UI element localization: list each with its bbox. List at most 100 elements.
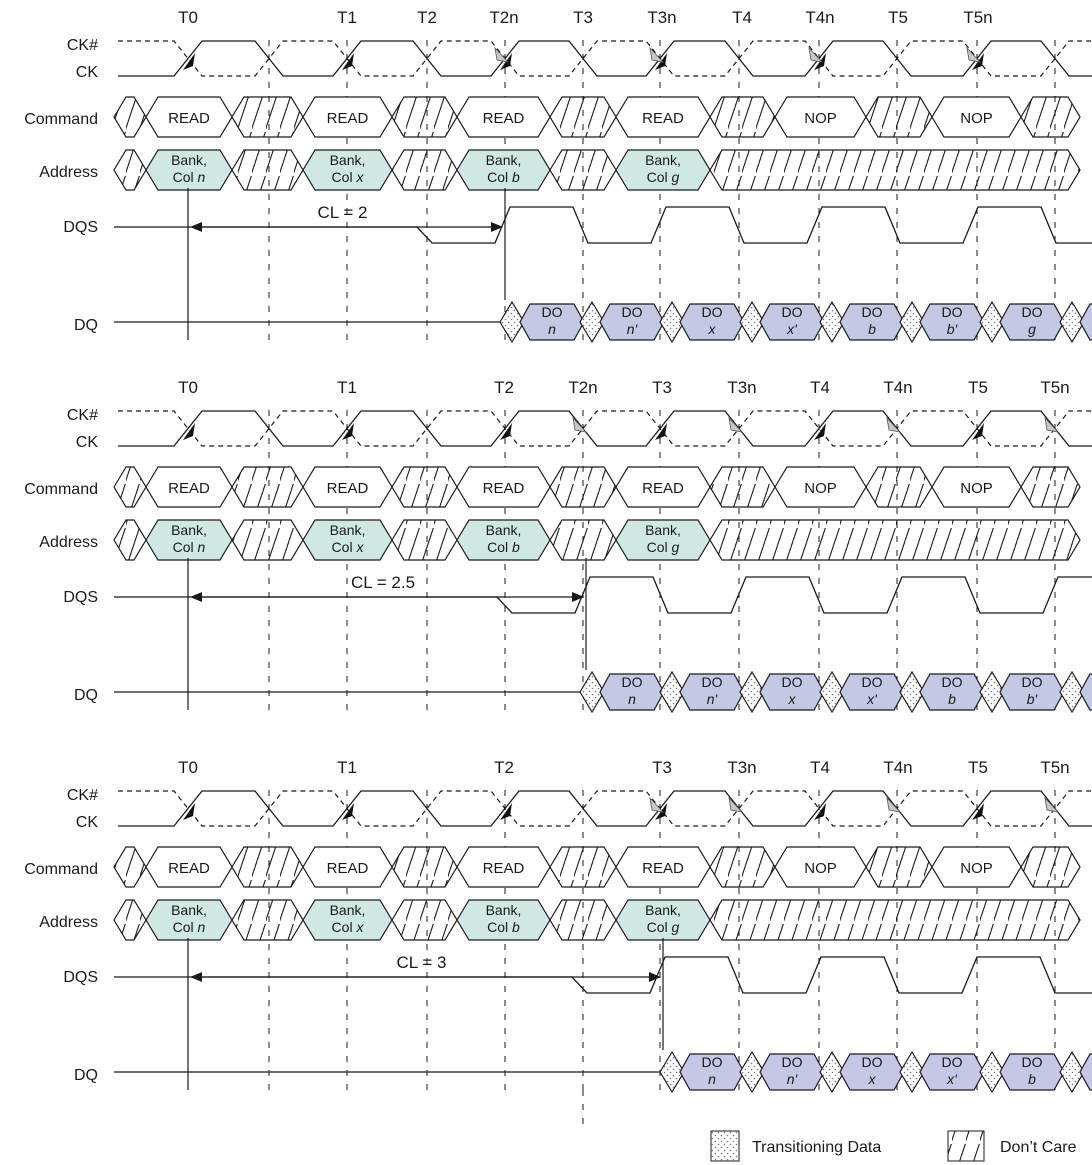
clock-label: T1 — [337, 758, 357, 777]
clock-label: T1 — [337, 378, 357, 397]
dont-care-segment — [1020, 846, 1081, 888]
data-out-index: x — [708, 321, 717, 337]
cl-arrow-head-right — [649, 972, 661, 982]
data-out-label: DO — [702, 304, 723, 320]
dont-care-segment — [391, 466, 458, 508]
clock-label: T5 — [968, 378, 988, 397]
address-col-label: Col g — [647, 169, 680, 185]
cl-arrow-head-right — [572, 592, 584, 602]
falling-edge-marker — [649, 796, 665, 813]
address-bank-label: Bank, — [645, 152, 681, 168]
clock-label: T4n — [883, 378, 912, 397]
falling-edge-marker — [808, 46, 824, 63]
falling-edge-marker — [728, 796, 744, 813]
legend-dont-care-label: Don’t Care — [1000, 1139, 1077, 1156]
address-bank-label: Bank, — [486, 522, 522, 538]
address-col-label: Col n — [173, 169, 206, 185]
data-out-index: n' — [627, 321, 639, 337]
timing-panel: CK# CK Command Address DQS DQ T0 T1 T2 T2n T3 T3n T4… — [24, 8, 1092, 344]
address-bank-label: Bank, — [645, 522, 681, 538]
address-col-label: Col g — [647, 539, 680, 555]
legend-transitioning-label: Transitioning Data — [752, 1139, 881, 1156]
command-label: READ — [327, 860, 369, 877]
dont-care-segment — [549, 899, 617, 941]
dont-care-segment — [709, 899, 1081, 941]
data-out-label: DO — [1022, 1054, 1043, 1070]
dont-care-segment — [865, 846, 933, 888]
cl-label: CL = 2.5 — [351, 573, 415, 592]
data-out-label: DO — [942, 304, 963, 320]
address-col-label: Col b — [487, 919, 520, 935]
dont-care-segment — [231, 846, 304, 888]
data-out-label: DO — [862, 1054, 883, 1070]
data-out-label: DO — [782, 304, 803, 320]
dont-care-segment — [709, 466, 776, 508]
rising-edge-marker — [814, 423, 826, 440]
dont-care-segment — [709, 96, 776, 138]
ck-n-waveform — [118, 790, 1092, 827]
rising-edge-marker — [342, 53, 354, 70]
clock-label: T5n — [1040, 378, 1069, 397]
address-bank-label: Bank, — [330, 902, 366, 918]
command-label: READ — [483, 110, 525, 127]
rising-edge-marker — [342, 803, 354, 820]
clock-label: T2n — [489, 8, 518, 27]
dont-care-swatch — [947, 1130, 985, 1162]
data-out-index: n — [708, 1071, 716, 1087]
signal-label-ck-n: CK# — [67, 787, 98, 804]
clock-label: T2 — [494, 758, 514, 777]
data-out-index: x — [788, 691, 797, 707]
data-out-index: x' — [866, 691, 878, 707]
clock-label: T0 — [178, 758, 198, 777]
data-out-index: n' — [707, 691, 719, 707]
dont-care-segment — [1020, 96, 1081, 138]
data-out-index: b' — [947, 321, 959, 337]
data-out-label: DO — [782, 674, 803, 690]
falling-edge-marker — [1044, 796, 1060, 813]
clock-label: T5 — [888, 8, 908, 27]
dont-care-segment — [231, 899, 304, 941]
clock-label: T4 — [810, 758, 830, 777]
rising-edge-marker — [972, 423, 984, 440]
falling-edge-marker — [649, 46, 665, 63]
ck-waveform — [118, 410, 1092, 447]
data-out-label: DO — [862, 674, 883, 690]
dont-care-segment — [549, 846, 617, 888]
clock-label: T5n — [963, 8, 992, 27]
clock-label: T2 — [494, 378, 514, 397]
dont-care-segment — [113, 96, 147, 138]
clock-label: T5n — [1040, 758, 1069, 777]
signal-label-address: Address — [39, 534, 98, 551]
command-label: READ — [483, 860, 525, 877]
clock-label: T3n — [647, 8, 676, 27]
rising-edge-marker — [183, 803, 195, 820]
clock-label: T5 — [968, 758, 988, 777]
rising-edge-marker — [655, 423, 667, 440]
signal-label-dqs: DQS — [63, 969, 98, 986]
signal-label-command: Command — [24, 481, 98, 498]
dont-care-segment — [865, 466, 933, 508]
rising-edge-marker — [972, 803, 984, 820]
command-label: NOP — [960, 860, 993, 877]
data-out-index: b — [868, 321, 876, 337]
data-out-index: n' — [787, 1071, 799, 1087]
data-out-box — [1079, 673, 1092, 711]
data-out-label: DO — [862, 304, 883, 320]
command-label: READ — [168, 110, 210, 127]
data-out-index: x' — [786, 321, 798, 337]
command-label: READ — [642, 110, 684, 127]
command-label: NOP — [804, 860, 837, 877]
signal-label-dq: DQ — [74, 317, 98, 334]
rising-edge-marker — [342, 423, 354, 440]
dont-care-segment — [113, 466, 147, 508]
dont-care-segment — [231, 519, 304, 561]
dont-care-segment — [1020, 466, 1081, 508]
clock-label: T0 — [178, 378, 198, 397]
dont-care-segment — [391, 519, 458, 561]
dont-care-segment — [865, 96, 933, 138]
address-bank-label: Bank, — [645, 902, 681, 918]
falling-edge-marker — [886, 416, 902, 433]
dqs-waveform — [114, 956, 1092, 994]
data-out-label: DO — [622, 304, 643, 320]
rising-edge-marker — [814, 803, 826, 820]
